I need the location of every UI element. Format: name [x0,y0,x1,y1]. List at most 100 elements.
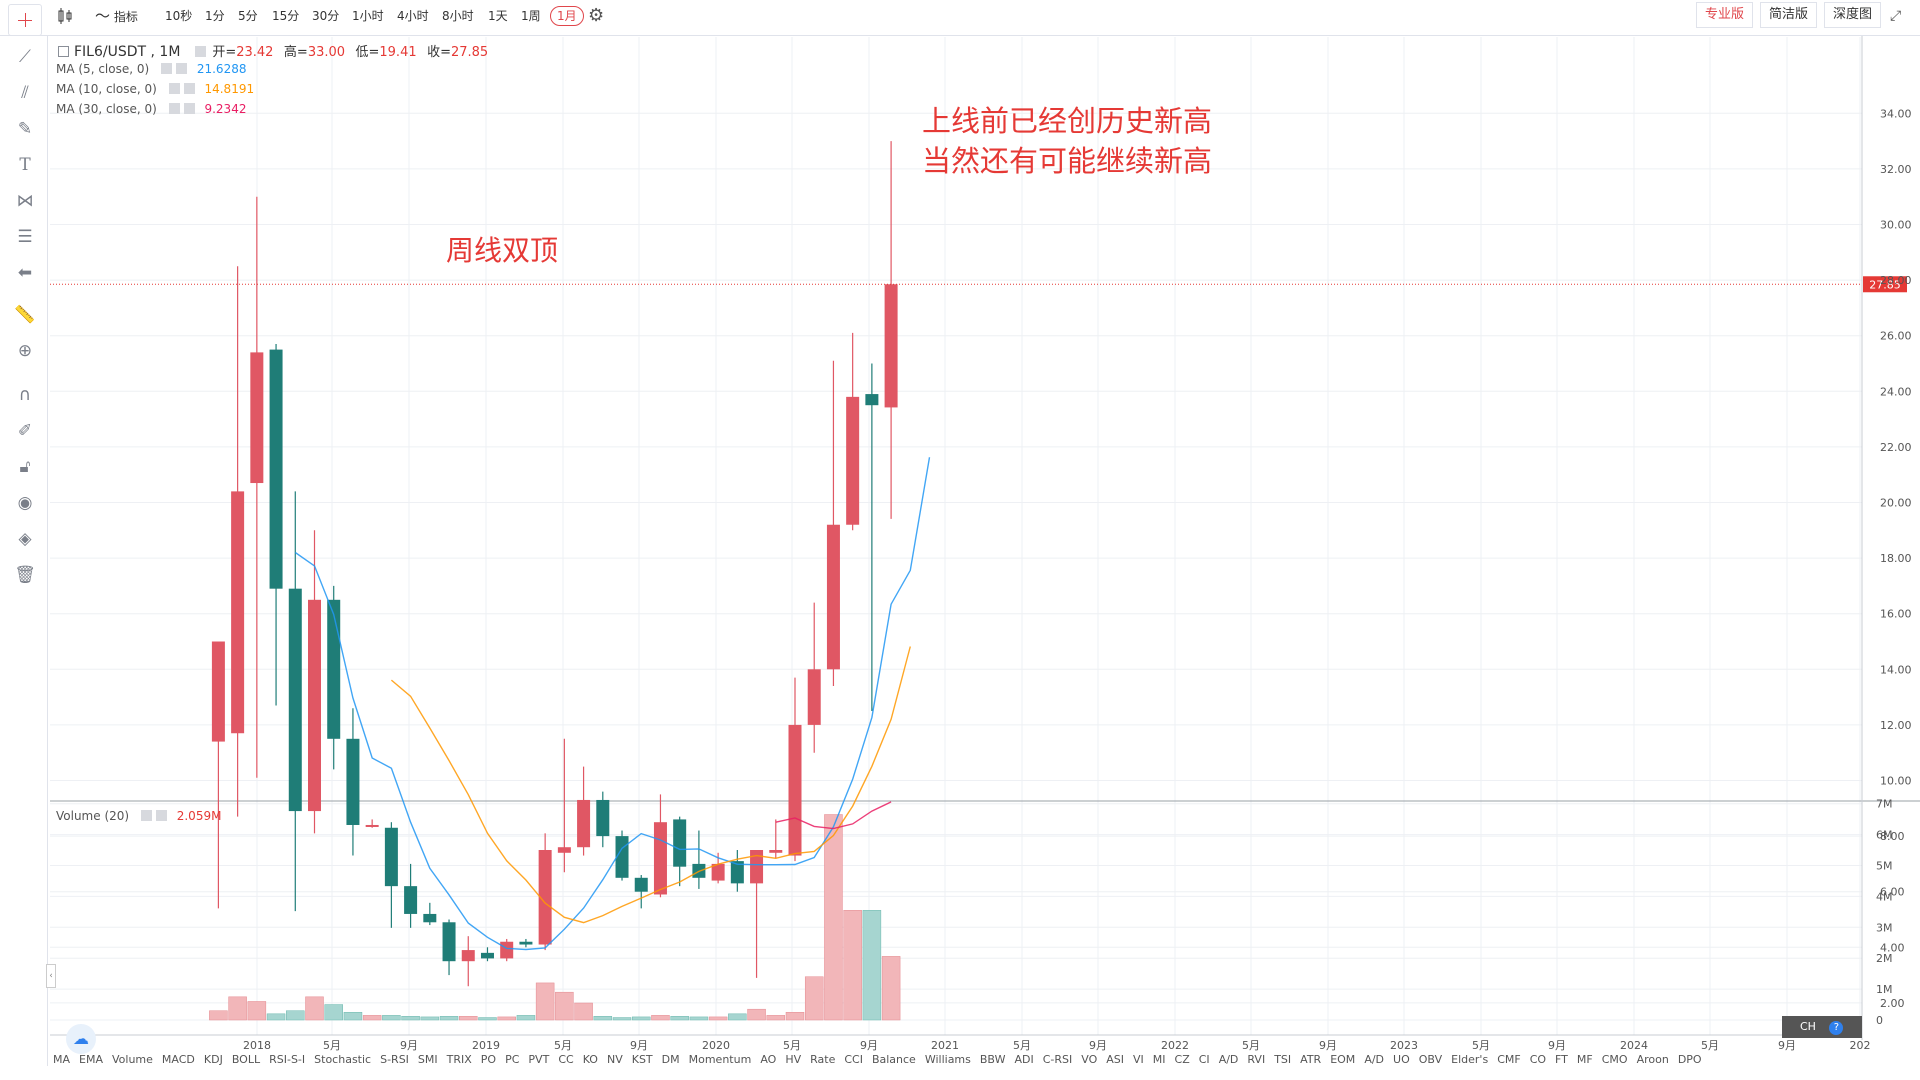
indicator-item[interactable]: MF [1576,1053,1593,1066]
ma5-close-icon[interactable] [176,63,188,74]
candle-body[interactable] [653,822,667,895]
volume-bar[interactable] [305,996,324,1021]
ma10-settings-icon[interactable] [168,83,180,94]
volume-settings-icon[interactable] [140,810,152,821]
cloud-logo-icon[interactable]: ☁ [66,1024,96,1054]
volume-bar[interactable] [593,1016,613,1021]
volume-bar[interactable] [516,1015,536,1021]
indicator-item[interactable]: CC [558,1053,574,1066]
interval-1w[interactable]: 1周 [521,9,541,23]
candle-body[interactable] [384,827,398,887]
candle-body[interactable] [211,641,225,742]
indicator-item[interactable]: A/D [1364,1053,1385,1066]
indicator-item[interactable]: PVT [528,1053,550,1066]
indicator-item[interactable]: Aroon [1636,1053,1669,1066]
indicator-item[interactable]: EOM [1330,1053,1356,1066]
candle-body[interactable] [231,491,245,734]
candle-body[interactable] [673,819,687,867]
eye-icon[interactable]: ◉ [17,493,33,513]
gear-icon[interactable]: ⚙ [588,5,605,26]
annotation-double-top-note[interactable]: 周线双顶 [446,234,559,267]
volume-bar[interactable] [324,1004,343,1021]
candle-body[interactable] [807,669,821,725]
candle-body[interactable] [538,850,552,945]
view-pro-button[interactable]: 专业版 [1696,2,1754,28]
interval-1m[interactable]: 1分 [205,9,225,23]
ma10-close-icon[interactable] [183,83,195,94]
layers-icon[interactable]: ◈ [18,529,32,549]
indicator-item[interactable]: ATR [1300,1053,1322,1066]
volume-bar[interactable] [478,1017,497,1021]
candle-body[interactable] [596,799,610,837]
volume-bar[interactable] [228,996,247,1021]
candle-body[interactable] [365,824,379,827]
candle-body[interactable] [788,724,802,856]
volume-bar[interactable] [209,1010,228,1021]
trend-line-icon[interactable]: ⟋ [19,47,31,67]
volume-bar[interactable] [286,1010,305,1021]
crosshair-corner-icon[interactable] [8,4,42,36]
lock-pen-icon[interactable]: ✐ [17,421,33,441]
indicator-item[interactable]: PO [480,1053,497,1066]
candlestick-icon[interactable] [56,0,76,32]
ma10-line[interactable] [390,646,911,924]
indicator-item[interactable]: CMO [1601,1053,1628,1066]
indicator-button[interactable]: 〜 指标 [95,7,138,25]
volume-bar[interactable] [401,1016,420,1021]
fullscreen-icon[interactable]: ⤢ [1890,8,1902,24]
volume-bar[interactable] [843,910,862,1021]
view-depth-button[interactable]: 深度图 [1824,2,1882,28]
volume-bar[interactable] [631,1016,651,1021]
indicator-item[interactable]: RSI-S-I [269,1053,306,1066]
collapse-legend-icon[interactable] [58,46,69,57]
indicator-item[interactable]: UO [1393,1053,1410,1066]
volume-bar[interactable] [266,1013,286,1021]
annotation-new-high-note[interactable]: 当然还有可能继续新高 [922,144,1213,178]
indicator-item[interactable]: MACD [161,1053,195,1066]
indicator-item[interactable]: BOLL [231,1053,261,1066]
indicator-item[interactable]: C-RSI [1042,1053,1073,1066]
ma30-line[interactable] [775,801,892,830]
volume-bar[interactable] [670,1016,689,1021]
indicator-item[interactable]: KDJ [203,1053,223,1066]
volume-bar[interactable] [651,1015,670,1021]
candle-body[interactable] [865,394,879,406]
zoom-icon[interactable]: ⊕ [17,341,33,361]
indicator-item[interactable]: CZ [1174,1053,1190,1066]
candle-body[interactable] [519,941,533,945]
volume-bar[interactable] [382,1015,401,1021]
volume-bar[interactable] [574,1002,593,1021]
help-icon[interactable]: ? [1829,1021,1844,1035]
indicator-item[interactable]: ADI [1014,1053,1034,1066]
interval-1h[interactable]: 1小时 [352,9,384,23]
volume-bar[interactable] [824,814,843,1021]
ma5-settings-icon[interactable] [161,63,173,74]
volume-bar[interactable] [343,1012,363,1021]
candle-body[interactable] [250,352,264,484]
indicator-item[interactable]: TRIX [446,1053,472,1066]
volume-close-icon[interactable] [155,810,167,821]
volume-bar[interactable] [420,1016,440,1021]
indicator-item[interactable]: TSI [1274,1053,1292,1066]
indicator-item[interactable]: RVI [1247,1053,1266,1066]
candle-body[interactable] [461,950,475,962]
fib-icon[interactable]: ☰ [17,227,33,247]
ma5-line[interactable] [294,457,931,951]
indicator-item[interactable]: ASI [1106,1053,1124,1066]
candle-body[interactable] [308,599,321,812]
indicator-item[interactable]: DPO [1677,1053,1702,1066]
volume-bar[interactable] [728,1013,747,1021]
indicator-item[interactable]: PC [505,1053,520,1066]
interval-1mo[interactable]: 1月 [550,6,584,26]
volume-bar[interactable] [689,1016,709,1021]
view-simple-button[interactable]: 简洁版 [1760,2,1818,28]
indicator-item[interactable]: Balance [871,1053,916,1066]
arrow-left-icon[interactable]: ⬅ [17,263,33,283]
volume-bar[interactable] [439,1016,459,1021]
indicator-item[interactable]: CO [1529,1053,1547,1066]
indicator-item[interactable]: OBV [1418,1053,1443,1066]
indicator-item[interactable]: Williams [924,1053,971,1066]
legend-settings-icon[interactable] [194,46,206,57]
candle-body[interactable] [288,588,302,812]
